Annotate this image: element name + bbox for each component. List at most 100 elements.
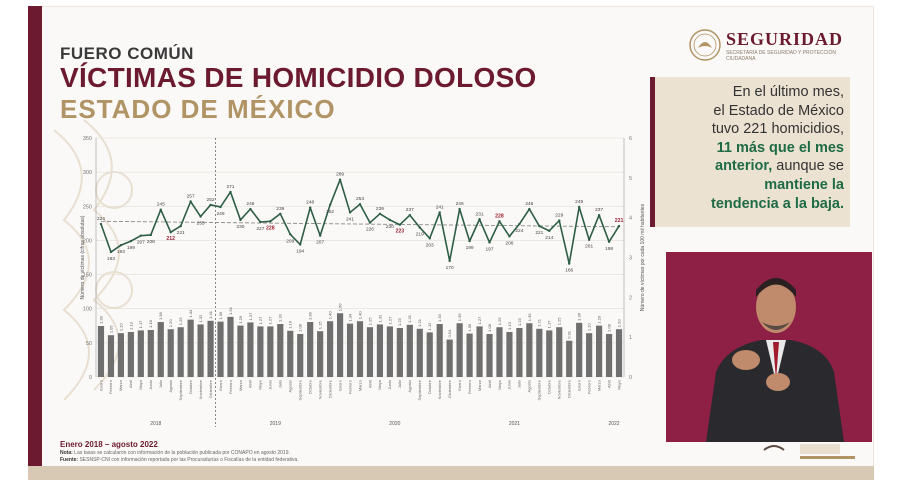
bar-value-label: 1.20	[616, 319, 621, 328]
bar-value-label: 1.60	[337, 303, 342, 312]
y-right-tick-label: 5	[629, 176, 632, 182]
note-label: Nota:	[60, 450, 73, 456]
bar-value-label: 1.28	[98, 315, 103, 324]
line-point	[308, 206, 312, 209]
line-value-label: 194	[296, 249, 304, 255]
info-line-3: tuvo 221 homicidios,	[711, 121, 844, 138]
line-value-label: 248	[306, 200, 314, 206]
month-tick-label: Septiembre	[178, 379, 183, 400]
info-line-5: anterior, aunque se	[660, 157, 844, 176]
source-label: Fuente:	[60, 456, 79, 463]
line-point	[119, 244, 123, 247]
line-value-label: 252	[326, 209, 334, 215]
bar-value-label: 1.21	[537, 318, 542, 327]
rate-bar	[556, 327, 563, 377]
line-value-label: 246	[246, 201, 254, 207]
victims-line	[100, 178, 620, 265]
month-tick-label: Octubre	[427, 379, 432, 394]
line-point	[428, 237, 431, 240]
month-tick-label: Diciembre	[447, 379, 452, 398]
line-point	[408, 213, 412, 217]
rate-bar	[147, 329, 154, 377]
line-point	[229, 190, 232, 194]
bar-value-label: 1.23	[517, 317, 522, 326]
rate-bar	[197, 324, 204, 377]
bar-value-label: 1.08	[298, 323, 303, 332]
y-left-tick-label: 250	[83, 204, 92, 210]
line-point	[179, 224, 182, 228]
rate-bar	[605, 333, 613, 377]
rate-bar	[177, 327, 184, 377]
y-right-tick-label: 2	[629, 295, 632, 301]
bar-value-label: 1.27	[258, 316, 263, 325]
rate-bar	[456, 323, 463, 377]
bar-value-label: 1.09	[467, 323, 472, 332]
month-tick-label: Octubre	[188, 379, 193, 394]
month-tick-label: Julio	[158, 379, 163, 388]
line-value-label: 237	[595, 207, 603, 213]
month-tick-label: Enero	[98, 379, 103, 390]
line-value-label: 229	[555, 213, 563, 219]
month-tick-label: Septiembre	[298, 379, 303, 400]
rate-bar	[496, 327, 503, 377]
line-value-label: 170	[446, 265, 454, 271]
line-value-label: 223	[396, 229, 405, 235]
rate-bar	[516, 328, 523, 377]
rate-bar	[277, 324, 284, 377]
y-right-tick-label: 0	[629, 375, 632, 381]
line-value-label: 237	[406, 207, 414, 213]
line-point	[338, 178, 342, 181]
month-tick-label: Mayo	[377, 379, 382, 390]
line-point	[169, 231, 172, 234]
line-point	[269, 220, 272, 223]
month-tick-label: Marzo	[596, 379, 601, 391]
rate-bar	[376, 324, 384, 377]
line-point	[299, 243, 302, 246]
month-tick-label: Abril	[367, 380, 372, 388]
month-tick-label: Enero	[218, 379, 223, 390]
line-value-label: 228	[266, 225, 275, 231]
month-tick-label: Abril	[487, 380, 492, 388]
line-point	[209, 203, 212, 207]
month-tick-label: Enero	[457, 379, 462, 390]
info-text: En el último mes, el Estado de México tu…	[660, 83, 844, 213]
line-value-label: 271	[226, 184, 234, 190]
rate-bar	[356, 321, 364, 377]
line-point	[448, 259, 451, 263]
line-point	[139, 234, 143, 237]
line-value-label: 239	[276, 206, 284, 212]
line-point	[617, 224, 621, 228]
month-tick-label: Noviembre	[557, 379, 562, 399]
line-point	[438, 211, 441, 214]
year-label: 2018	[150, 421, 161, 427]
line-value-label: 209	[286, 238, 294, 244]
source-text: SESNSP-CNI con información reportada por…	[79, 456, 299, 463]
bar-value-label: 0.94	[447, 329, 452, 338]
month-tick-label: Abril	[248, 380, 253, 388]
bar-value-label: 1.35	[457, 313, 462, 322]
bar-value-label: 1.33	[437, 313, 442, 322]
rate-bar	[506, 331, 513, 377]
year-label: 2019	[270, 421, 281, 427]
bar-value-label: 1.38	[158, 311, 163, 320]
line-point	[458, 207, 461, 211]
line-value-label: 230	[386, 224, 394, 230]
month-tick-label: Agosto	[168, 379, 173, 392]
rate-bar	[117, 333, 124, 377]
line-value-label: 246	[525, 201, 533, 207]
line-value-label: 166	[565, 268, 573, 274]
year-label: 2021	[509, 421, 520, 427]
month-tick-label: Septiembre	[537, 379, 542, 400]
y-right-axis-title: Número de víctimas por cada 100 mil habi…	[640, 203, 646, 311]
line-value-label: 214	[545, 235, 553, 241]
month-tick-label: Abril	[128, 380, 133, 388]
line-point	[159, 208, 162, 211]
rate-bar	[307, 322, 314, 377]
month-tick-label: Junio	[387, 379, 392, 389]
rate-bar	[406, 324, 413, 377]
bar-value-label: 1.20	[168, 319, 173, 328]
line-point	[199, 215, 202, 218]
line-value-label: 253	[356, 196, 364, 202]
bar-value-label: 1.13	[507, 321, 512, 330]
bar-value-label: 1.51	[228, 306, 233, 315]
